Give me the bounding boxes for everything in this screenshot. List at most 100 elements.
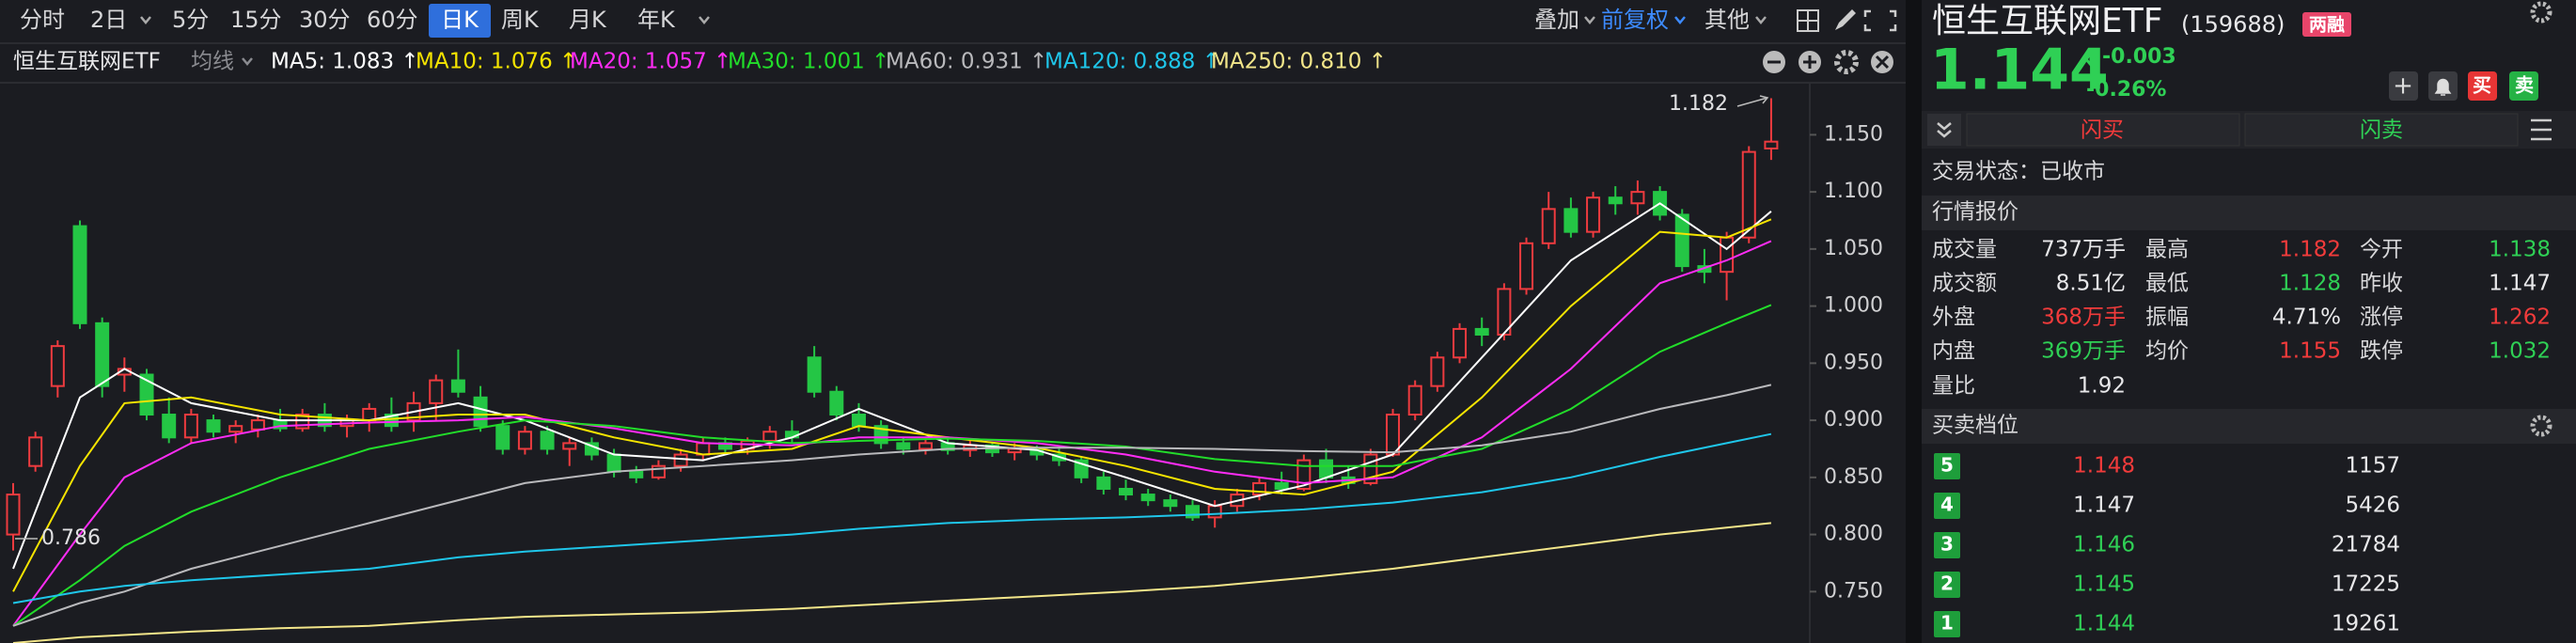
period-tab-active[interactable]: 日K (441, 7, 479, 33)
y-tick-label: 1.050 (1824, 237, 1883, 260)
flash-sell[interactable]: 闪卖 (2360, 118, 2403, 143)
period-tab[interactable]: 15分 (230, 7, 282, 33)
flash-buy[interactable]: 闪买 (2081, 118, 2124, 143)
level-badge-bg (1934, 493, 1960, 519)
order-book: 5 1.148 1157 4 1.147 5426 3 1.146 21784 2 1.145 172… (1934, 453, 2400, 637)
stat-value: 1.138 (2489, 238, 2551, 262)
candle-body (50, 345, 65, 387)
stat-value: 1.032 (2489, 339, 2551, 364)
candle-body (1140, 494, 1155, 502)
chart-name: 恒生互联网ETF (13, 50, 161, 74)
ma-menu[interactable]: 均线 (191, 50, 234, 74)
stat-label: 量比 (1932, 374, 1975, 399)
candle-body (807, 356, 822, 393)
candle-body (517, 431, 532, 450)
stat-value: 368万手 (2041, 306, 2126, 330)
candle-body (1541, 208, 1556, 244)
candle-body (1274, 481, 1289, 490)
section-title: 买卖档位 (1932, 414, 2018, 438)
candle-body (72, 225, 87, 324)
candle-body (1296, 459, 1312, 490)
y-tick-label: 1.000 (1824, 294, 1883, 318)
level-price: 1.146 (2073, 533, 2135, 557)
level-price: 1.144 (2073, 612, 2135, 636)
icon-glyph (1875, 55, 1890, 70)
stat-value: 1.92 (2078, 374, 2126, 399)
add-button[interactable]: + (2393, 72, 2413, 101)
candle-body (1430, 356, 1445, 387)
sell-button[interactable]: 卖 (2515, 74, 2534, 97)
period-tab[interactable]: 2日 (90, 7, 127, 33)
stats: 成交量 737万手 最高 1.182 今开 1.138 成交额 8.51亿 最低… (1932, 238, 2551, 399)
candle-body (28, 436, 43, 467)
tool-button[interactable]: 其他 (1704, 7, 1750, 33)
level-volume: 19261 (2332, 612, 2400, 636)
chart-controls (1763, 50, 1893, 74)
candle-body (1319, 459, 1334, 478)
candle-body (1674, 213, 1689, 268)
y-tick-label: 1.100 (1824, 180, 1883, 203)
y-tick-label: 0.850 (1824, 465, 1883, 489)
candle-body (762, 431, 778, 442)
last-price: 1.144 (1930, 38, 2109, 103)
candle-body (606, 453, 621, 473)
flash-buy-bg[interactable] (1966, 113, 2240, 147)
bell-icon (2434, 78, 2452, 96)
candle-body (1163, 499, 1178, 508)
depth-settings[interactable] (2530, 415, 2552, 437)
candle-body (473, 396, 488, 428)
buy-button[interactable]: 买 (2473, 74, 2491, 97)
flash-sell-bg[interactable] (2244, 113, 2519, 147)
tool-button[interactable]: 前复权 (1601, 7, 1669, 33)
stat-label: 内盘 (1932, 339, 1975, 364)
level-price: 1.148 (2073, 454, 2135, 478)
period-tab[interactable]: 5分 (172, 7, 209, 33)
period-tab[interactable]: 分时 (20, 7, 65, 33)
legend-entry: MA20: 1.057 ↑ (570, 50, 731, 74)
sell-button-bg[interactable] (2509, 71, 2538, 101)
legend-entry: MA250: 0.810 ↑ (1211, 50, 1387, 74)
period-tab[interactable]: 60分 (367, 7, 418, 33)
candle-body (829, 390, 844, 416)
legend-entry: MA120: 0.888 ↑ (1045, 50, 1220, 74)
fullscreen-icon[interactable] (1863, 9, 1897, 32)
menu-icon[interactable] (2531, 118, 2552, 141)
period-tab[interactable]: 30分 (299, 7, 351, 33)
stat-label: 最低 (2145, 272, 2189, 296)
add-button-bg[interactable] (2389, 71, 2418, 101)
candle-body (1519, 242, 1534, 290)
legend-entry: MA5: 1.083 ↑ (271, 50, 419, 74)
dropdown-caret (1674, 16, 1686, 24)
y-tick-label: 0.900 (1824, 408, 1883, 431)
candle-body (162, 414, 177, 439)
margin-badge: 两融 (2309, 15, 2345, 36)
quote-header: 恒生互联网ETF (159688) 两融 1.144 -0.003 -0.26%… (1930, 1, 2552, 103)
stat-value: 8.51亿 (2056, 272, 2126, 296)
candle-body (6, 494, 21, 536)
candle-body (1119, 487, 1133, 496)
price-change-pct: -0.26% (2086, 78, 2166, 102)
level-price: 1.147 (2073, 494, 2135, 518)
level-volume: 5426 (2345, 494, 2400, 518)
tool-button[interactable]: 叠加 (1534, 7, 1579, 33)
candle-body (1608, 196, 1623, 205)
draw-icon[interactable] (1835, 9, 1856, 30)
stat-label: 均价 (2145, 339, 2189, 364)
settings[interactable] (1834, 50, 1859, 74)
candle-body (873, 425, 888, 445)
stat-label: 最高 (2145, 238, 2189, 262)
stat-label: 成交量 (1932, 238, 1997, 262)
stat-value: 1.262 (2489, 306, 2551, 330)
period-tab[interactable]: 月K (569, 7, 607, 33)
buy-button-bg[interactable] (2468, 71, 2497, 101)
stat-value: 1.128 (2279, 272, 2341, 296)
stat-label: 振幅 (2145, 306, 2189, 330)
dropdown-caret (1584, 16, 1595, 24)
candle-body (1720, 236, 1735, 274)
y-tick-label: 1.150 (1824, 122, 1883, 146)
period-tab[interactable]: 周K (501, 7, 540, 33)
level-badge-bg (1934, 611, 1960, 637)
period-tab[interactable]: 年K (637, 7, 676, 33)
quote-panel (1922, 0, 2576, 643)
panel-settings[interactable] (2530, 1, 2552, 24)
